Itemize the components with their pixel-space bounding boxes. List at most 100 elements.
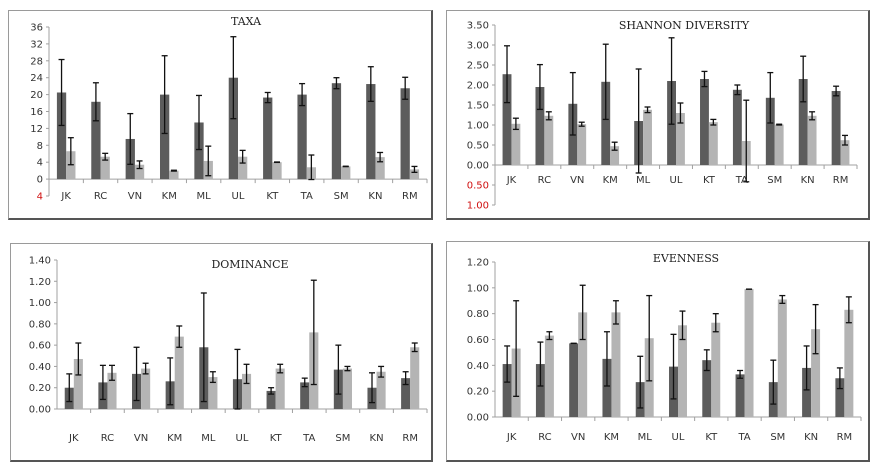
error-bar-kn-series1 xyxy=(369,372,376,404)
y-tick-label: 1.00 xyxy=(467,283,489,294)
bar-sm-series1 xyxy=(765,97,775,165)
x-tick-label: JK xyxy=(60,191,71,202)
error-bar-vn-series1 xyxy=(133,346,140,402)
x-tick-label: JK xyxy=(68,433,79,444)
error-bar-ul-series1 xyxy=(670,333,677,400)
bar-rc-series2 xyxy=(100,156,110,180)
bar-rm-series1 xyxy=(400,88,410,180)
error-bar-ul-series2 xyxy=(677,102,684,124)
bar-kt-series2 xyxy=(708,122,718,165)
y-tick-label: 12 xyxy=(30,124,43,135)
bar-kn-series1 xyxy=(802,367,812,417)
error-bar-jk-series2 xyxy=(513,300,520,397)
x-tick-label: KT xyxy=(270,433,283,444)
error-bar-kn-series2 xyxy=(809,111,816,121)
bar-rm-series1 xyxy=(835,378,845,417)
bar-vn-series1 xyxy=(569,343,579,417)
bar-ul-series2 xyxy=(678,325,687,417)
x-tick-label: UL xyxy=(670,175,683,186)
bar-rm-series1 xyxy=(831,91,841,165)
error-bar-kn-series2 xyxy=(812,303,819,355)
x-tick-label: KN xyxy=(368,191,382,202)
bar-jk-series2 xyxy=(73,358,83,409)
error-bar-ul-series2 xyxy=(243,363,250,385)
y-tick-label: 32 xyxy=(30,39,43,50)
bar-kt-series2 xyxy=(711,322,721,417)
chart-title: DOMINANCE xyxy=(211,258,288,271)
x-tick-label: TA xyxy=(735,175,748,186)
bar-kt-series1 xyxy=(263,97,273,180)
error-bar-sm-series2 xyxy=(779,294,786,304)
x-tick-label: KM xyxy=(603,175,618,186)
error-bar-ta-series1 xyxy=(299,82,306,107)
bar-kn-series2 xyxy=(811,329,821,417)
x-tick-label: TA xyxy=(302,433,315,444)
error-bar-rm-series1 xyxy=(402,76,409,100)
bar-kt-series2 xyxy=(272,162,282,180)
x-tick-label: KM xyxy=(162,191,177,202)
bar-sm-series2 xyxy=(774,124,784,165)
error-bar-rc-series2 xyxy=(108,364,115,381)
error-bar-vn-series2 xyxy=(142,362,149,375)
error-bar-rc-series2 xyxy=(545,111,552,121)
y-tick-label: 4 xyxy=(37,158,43,169)
x-tick-label: KN xyxy=(370,433,384,444)
error-bar-km-series2 xyxy=(611,141,618,151)
error-bar-vn-series1 xyxy=(569,71,576,136)
bar-kt-series2 xyxy=(275,368,285,409)
bar-kt-series1 xyxy=(702,360,712,417)
error-bar-ta-series1 xyxy=(734,84,741,96)
x-tick-label: SM xyxy=(770,432,785,443)
error-bar-sm-series1 xyxy=(335,344,342,395)
bar-rm-series2 xyxy=(840,140,850,165)
bar-sm-series1 xyxy=(331,83,342,180)
x-tick-label: RC xyxy=(94,191,107,202)
y-tick-label: 16 xyxy=(30,107,43,118)
x-tick-label: ML xyxy=(197,191,212,202)
x-tick-label: KT xyxy=(703,175,716,186)
evenness-chart: EVENNESS 1.20 1.00 0.80 0.60 0.40 0.20 0.00 JK RC… xyxy=(467,252,862,443)
bar-rm-series2 xyxy=(410,347,420,409)
error-bar-ul-series2 xyxy=(239,149,246,164)
error-bar-rc-series1 xyxy=(99,364,106,401)
bar-rc-series1 xyxy=(535,87,545,165)
bar-kn-series2 xyxy=(376,371,386,409)
error-bar-kt-series2 xyxy=(710,118,717,126)
error-bar-km-series1 xyxy=(167,357,174,406)
x-tick-label: SM xyxy=(767,175,782,186)
error-bar-ml-series2 xyxy=(209,371,216,384)
x-tick-label: KM xyxy=(604,432,619,443)
error-bar-jk-series2 xyxy=(512,117,519,131)
x-tick-label: KT xyxy=(266,191,279,202)
error-bar-kt-series1 xyxy=(703,349,710,372)
bar-ta-series2 xyxy=(744,289,754,417)
x-tick-label: UL xyxy=(236,433,249,444)
y-tick-label: 0.00 xyxy=(467,161,489,172)
y-tick-label: 0.20 xyxy=(29,383,51,394)
y-tick-label: 24 xyxy=(30,73,43,84)
error-bar-km-series2 xyxy=(176,325,183,348)
error-bar-kt-series1 xyxy=(701,70,708,88)
error-bar-km-series1 xyxy=(602,43,609,121)
error-bar-ml-series1 xyxy=(635,68,642,174)
error-bar-kt-series1 xyxy=(268,387,275,395)
bar-km-series1 xyxy=(602,358,612,417)
shannon-chart: SHANNON DIVERSITY 3.50 3.00 2.50 2.00 1.50 1.0… xyxy=(467,19,858,212)
taxa-chart: TAXA 36 32 28 24 20 16 12 8 4 0 4 JK RC VN KM ML UL KT TA SM… xyxy=(30,15,428,203)
shannon-diversity-chart-panel: SHANNON DIVERSITY 3.50 3.00 2.50 2.00 1.50 1.0… xyxy=(446,10,870,220)
bar-km-series1 xyxy=(601,81,611,165)
bar-ul-series2 xyxy=(676,113,685,165)
chart-title: TAXA xyxy=(231,15,262,28)
x-tick-label: KN xyxy=(804,432,818,443)
bar-kn-series2 xyxy=(375,157,385,180)
bar-km-series2 xyxy=(610,146,620,165)
error-bar-rm-series1 xyxy=(833,85,840,97)
error-bar-kn-series1 xyxy=(367,66,374,103)
error-bar-vn-series1 xyxy=(127,112,134,165)
bar-rc-series1 xyxy=(535,364,545,417)
dominance-chart-panel: DOMINANCE 1.40 1.20 1.00 0.80 0.60 0.40 0.20 0.0… xyxy=(10,243,433,462)
x-tick-label: TA xyxy=(300,191,313,202)
y-tick-label: 20 xyxy=(30,90,43,101)
error-bar-rc-series2 xyxy=(546,331,553,341)
error-bar-ml-series1 xyxy=(637,355,644,409)
